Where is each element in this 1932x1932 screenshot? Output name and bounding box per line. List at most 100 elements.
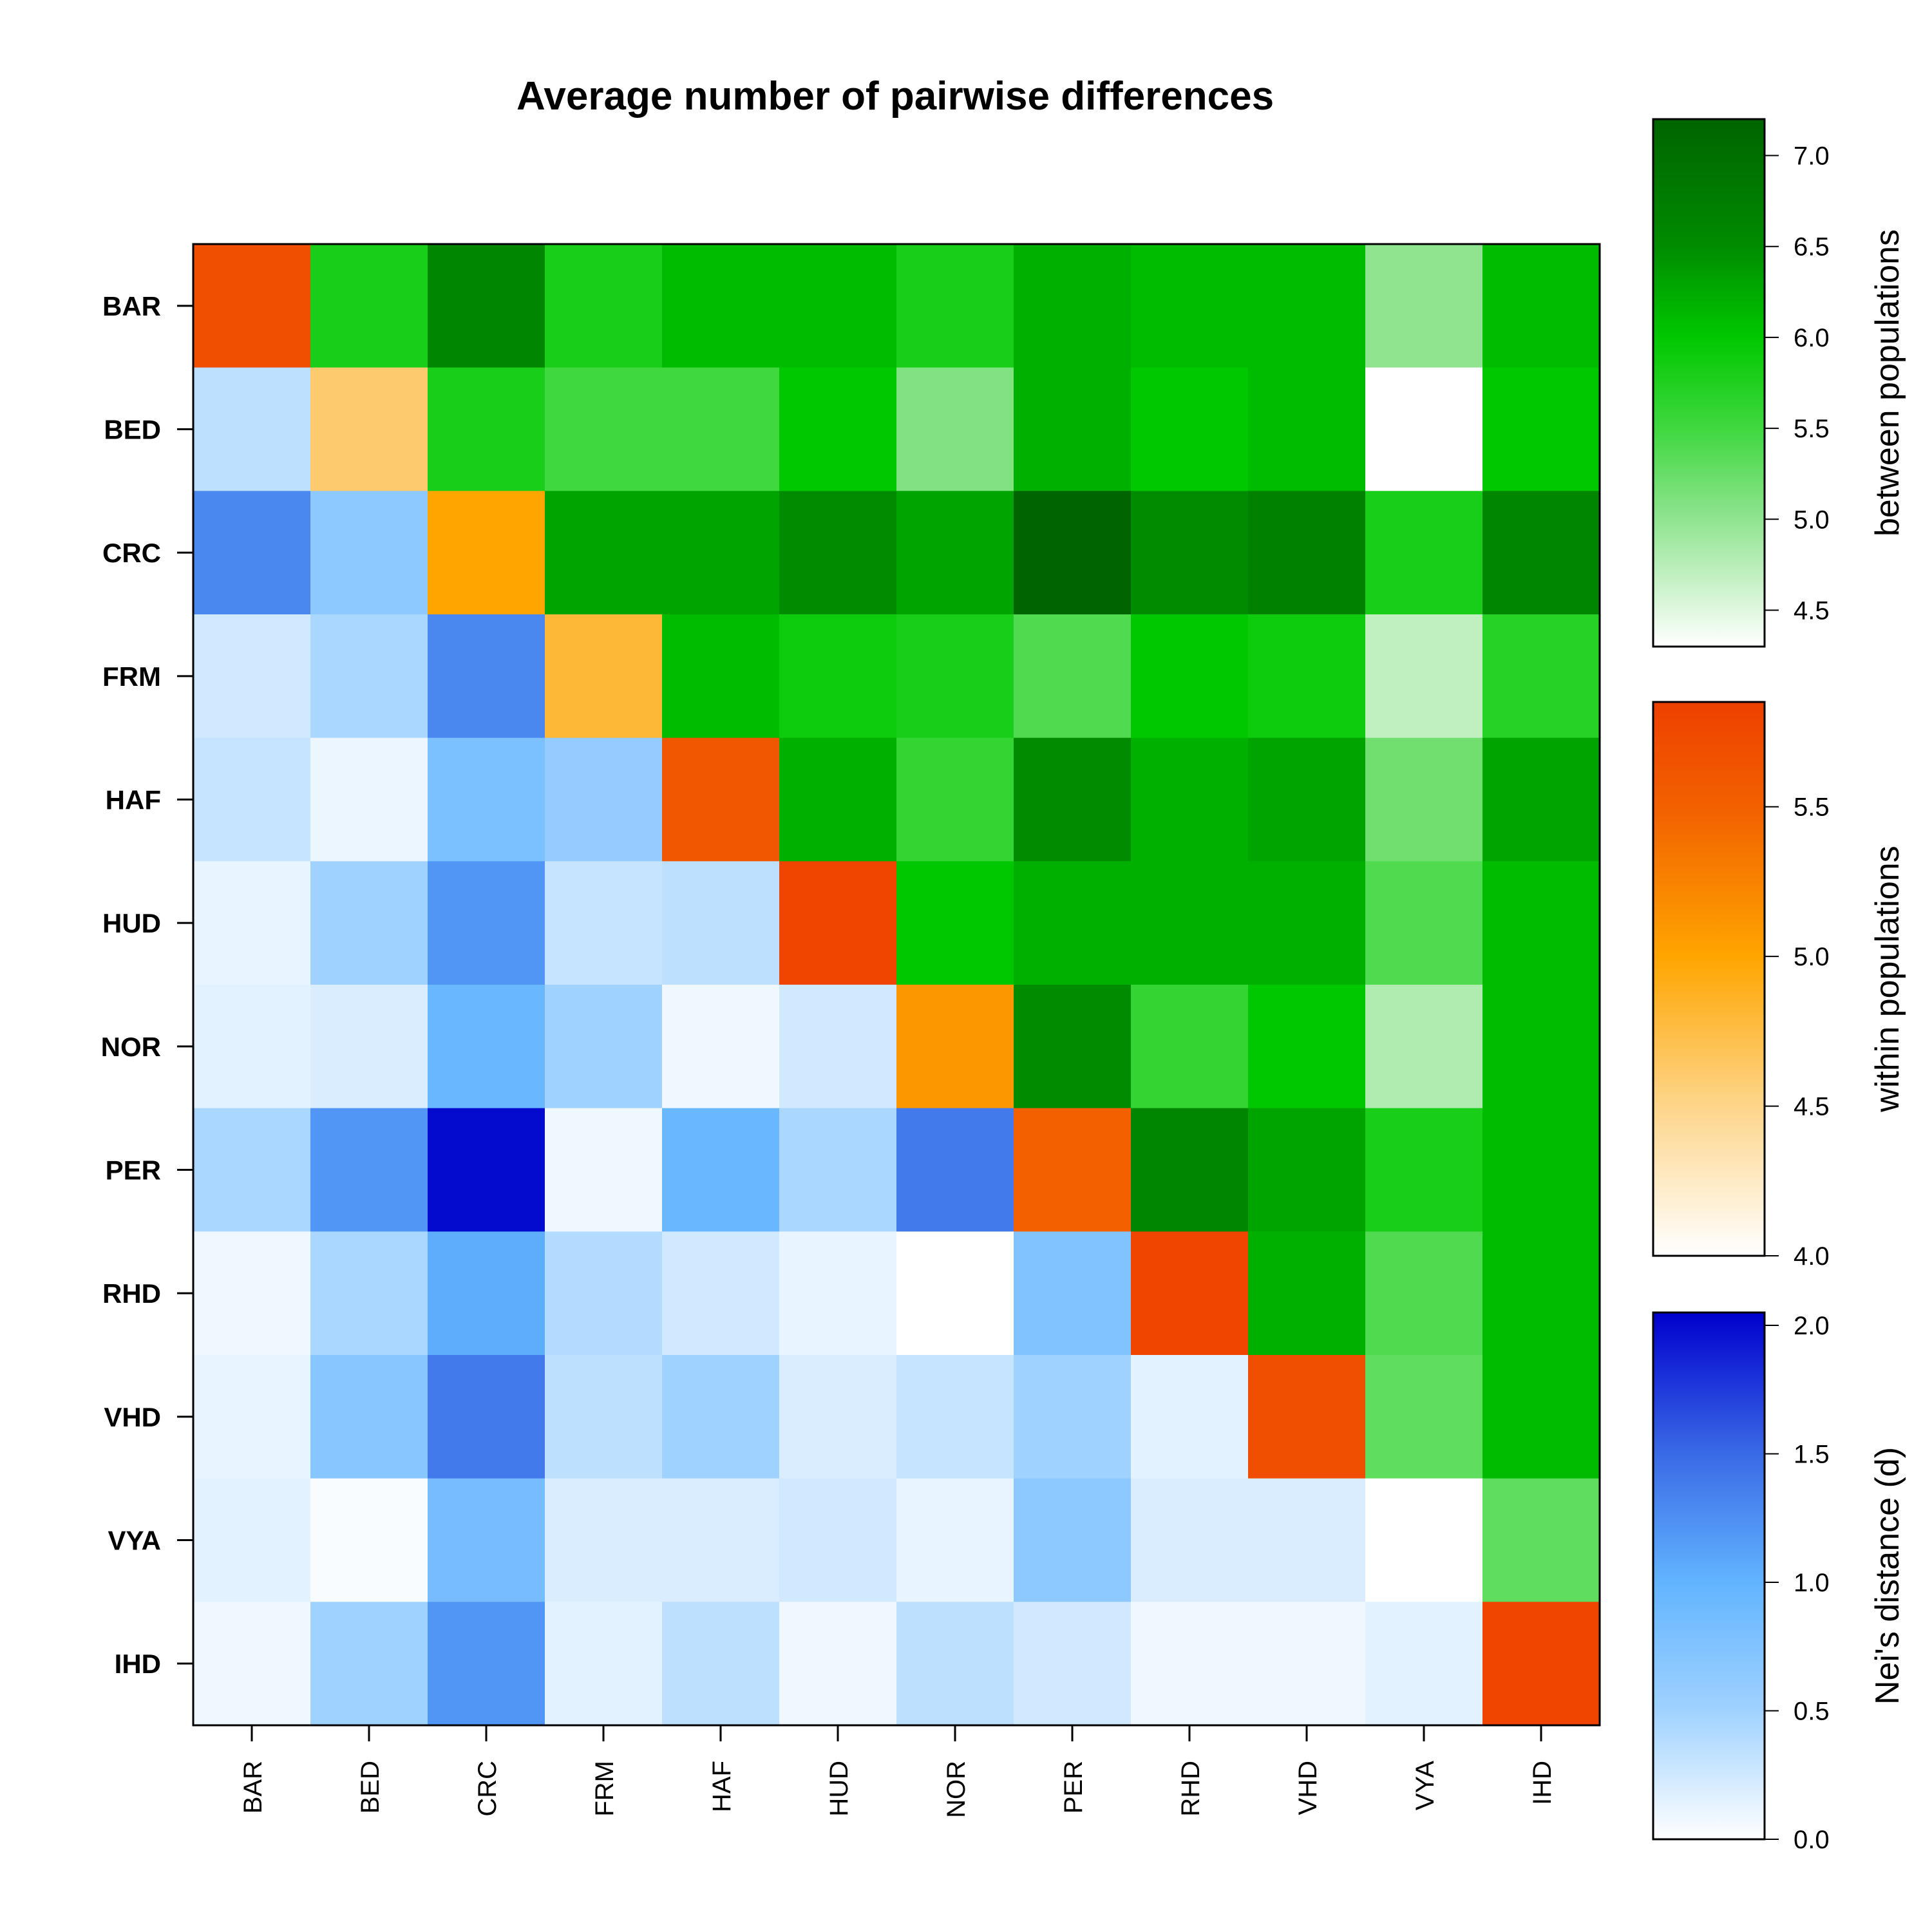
heatmap-cell-BAR-NOR: [896, 244, 1014, 368]
heatmap-cell-RHD-BAR: [193, 1231, 311, 1356]
heatmap-cell-VHD-VYA: [1365, 1355, 1483, 1479]
heatmap-cell-BAR-PER: [1014, 244, 1132, 368]
heatmap-cell-HUD-FRM: [545, 861, 663, 985]
heatmap-cell-RHD-IHD: [1482, 1231, 1600, 1356]
y-tick-label: HAF: [106, 785, 161, 815]
colorbar-tick-label: 6.0: [1794, 324, 1830, 352]
heatmap-cell-PER-VYA: [1365, 1108, 1483, 1232]
heatmap-cell-VYA-PER: [1014, 1478, 1132, 1602]
heatmap-cell-NOR-VHD: [1248, 985, 1366, 1109]
y-tick-label: VHD: [104, 1402, 161, 1432]
plot-frame: [192, 243, 1601, 1727]
heatmap-cell-BED-NOR: [896, 367, 1014, 491]
y-tick-label: BED: [104, 415, 161, 445]
x-tick-label: VYA: [1411, 1761, 1439, 1810]
heatmap-cell-CRC-FRM: [545, 491, 663, 615]
colorbar-tick-label: 0.5: [1794, 1697, 1830, 1725]
heatmap-cell-VHD-VHD: [1248, 1355, 1366, 1479]
heatmap-cell-VYA-NOR: [896, 1478, 1014, 1602]
heatmap-cell-HUD-RHD: [1131, 861, 1249, 985]
heatmap-cell-CRC-BAR: [193, 491, 311, 615]
y-tick-label: PER: [106, 1155, 161, 1186]
heatmap-cell-CRC-VHD: [1248, 491, 1366, 615]
heatmap-cell-VHD-HUD: [779, 1355, 897, 1479]
heatmap-cell-FRM-HUD: [779, 614, 897, 739]
x-tick-label: PER: [1059, 1761, 1088, 1814]
heatmap-cell-CRC-VYA: [1365, 491, 1483, 615]
heatmap-cell-HAF-PER: [1014, 737, 1132, 862]
heatmap-cell-VHD-FRM: [545, 1355, 663, 1479]
heatmap-cell-IHD-BED: [310, 1602, 428, 1726]
heatmap-cell-HAF-FRM: [545, 737, 663, 862]
heatmap-cell-VHD-CRC: [428, 1355, 545, 1479]
heatmap-cell-RHD-PER: [1014, 1231, 1132, 1356]
colorbar-tick-label: 0.0: [1794, 1826, 1830, 1854]
colorbar-tick-label: 4.0: [1794, 1242, 1830, 1271]
heatmap-cell-VYA-VYA: [1365, 1478, 1483, 1602]
heatmap-cell-BAR-IHD: [1482, 244, 1600, 368]
x-tick-label: HAF: [708, 1761, 736, 1812]
y-tick-label: BAR: [102, 291, 161, 321]
heatmap-cell-HAF-RHD: [1131, 737, 1249, 862]
heatmap-cell-BED-BAR: [193, 367, 311, 491]
y-tick-label: RHD: [102, 1278, 161, 1309]
heatmap-cell-CRC-CRC: [428, 491, 545, 615]
heatmap-cell-RHD-BED: [310, 1231, 428, 1356]
heatmap-cell-PER-RHD: [1131, 1108, 1249, 1232]
heatmap-cell-VHD-IHD: [1482, 1355, 1600, 1479]
heatmap-cell-NOR-VYA: [1365, 985, 1483, 1109]
heatmap-cell-BAR-FRM: [545, 244, 663, 368]
y-tick-label: HUD: [102, 908, 161, 938]
heatmap-cell-HUD-BAR: [193, 861, 311, 985]
colorbar-tick-label: 7.0: [1794, 142, 1830, 170]
colorbar-title: between populations: [1869, 229, 1906, 536]
heatmap-cell-BAR-HUD: [779, 244, 897, 368]
heatmap-cell-RHD-HUD: [779, 1231, 897, 1356]
heatmap-cell-HAF-VYA: [1365, 737, 1483, 862]
heatmap-cell-HAF-HAF: [662, 737, 780, 862]
x-tick-label: VHD: [1294, 1761, 1322, 1815]
heatmap-cell-NOR-IHD: [1482, 985, 1600, 1109]
heatmap-cell-HAF-BAR: [193, 737, 311, 862]
heatmap-cell-HUD-PER: [1014, 861, 1132, 985]
x-tick-label: FRM: [591, 1761, 619, 1817]
heatmap-cell-HUD-HAF: [662, 861, 780, 985]
heatmap-cell-FRM-BAR: [193, 614, 311, 739]
x-tick-label: CRC: [473, 1761, 502, 1817]
heatmap-cell-CRC-BED: [310, 491, 428, 615]
y-tick-label: FRM: [102, 661, 161, 692]
heatmap-cell-BAR-VYA: [1365, 244, 1483, 368]
heatmap-cell-IHD-HAF: [662, 1602, 780, 1726]
heatmap-cell-VHD-PER: [1014, 1355, 1132, 1479]
colorbar-tick-label: 4.5: [1794, 597, 1830, 625]
heatmap-cell-HUD-IHD: [1482, 861, 1600, 985]
heatmap-cell-VYA-CRC: [428, 1478, 545, 1602]
heatmap-cell-BED-CRC: [428, 367, 545, 491]
heatmap-cell-RHD-HAF: [662, 1231, 780, 1356]
heatmap-cell-RHD-VHD: [1248, 1231, 1366, 1356]
heatmap-cell-NOR-HUD: [779, 985, 897, 1109]
heatmap-cell-BAR-BAR: [193, 244, 311, 368]
heatmap-cell-VHD-NOR: [896, 1355, 1014, 1479]
heatmap-cell-BED-IHD: [1482, 367, 1600, 491]
x-tick-label: HUD: [825, 1761, 853, 1817]
heatmap-cell-HUD-NOR: [896, 861, 1014, 985]
heatmap-cell-VHD-BED: [310, 1355, 428, 1479]
heatmap-cell-RHD-CRC: [428, 1231, 545, 1356]
x-tick-label: BAR: [239, 1761, 267, 1814]
heatmap-cell-HAF-VHD: [1248, 737, 1366, 862]
heatmap-cell-BAR-HAF: [662, 244, 780, 368]
heatmap-cell-VYA-BAR: [193, 1478, 311, 1602]
heatmap-cell-NOR-BAR: [193, 985, 311, 1109]
x-tick-label: BED: [356, 1761, 384, 1814]
heatmap-cell-VYA-IHD: [1482, 1478, 1600, 1602]
heatmap-cell-VHD-BAR: [193, 1355, 311, 1479]
heatmap-cell-NOR-RHD: [1131, 985, 1249, 1109]
heatmap-cell-PER-VHD: [1248, 1108, 1366, 1232]
colorbar-1: [1652, 701, 1766, 1257]
heatmap-cell-FRM-RHD: [1131, 614, 1249, 739]
chart-title: Average number of pairwise differences: [516, 74, 1274, 118]
heatmap-cell-VYA-HUD: [779, 1478, 897, 1602]
heatmap-cell-IHD-VYA: [1365, 1602, 1483, 1726]
heatmap-cell-CRC-HUD: [779, 491, 897, 615]
